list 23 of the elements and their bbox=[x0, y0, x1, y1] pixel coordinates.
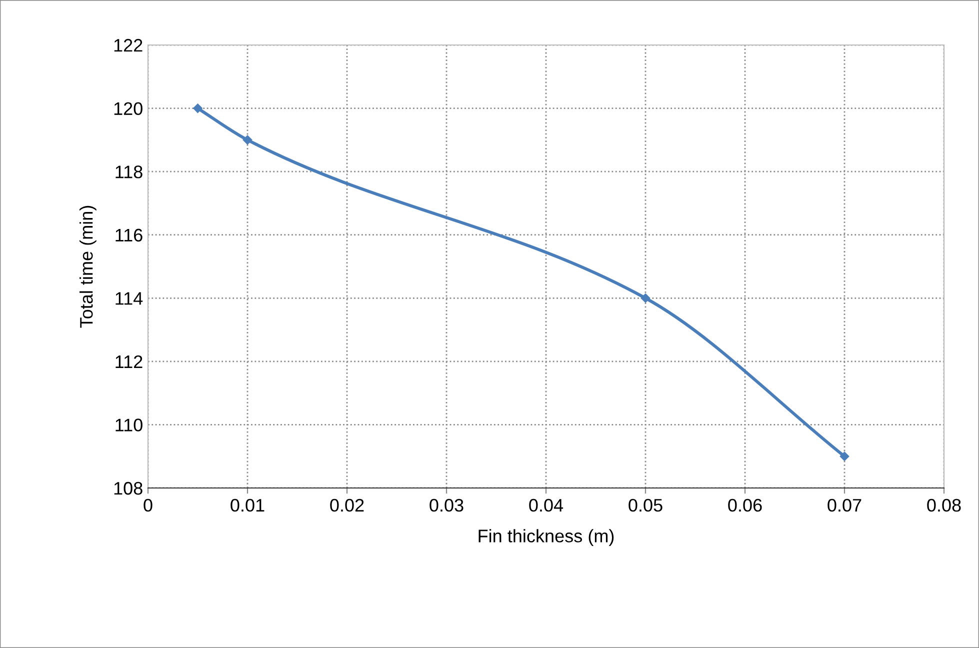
x-axis-title: Fin thickness (m) bbox=[478, 529, 614, 546]
y-tick-label: 116 bbox=[116, 228, 142, 242]
point bbox=[193, 104, 202, 113]
y-tick-label: 118 bbox=[116, 166, 142, 178]
x-tick-label: 0.02 bbox=[330, 498, 364, 512]
y-tick-label: 108 bbox=[114, 482, 142, 495]
x-tick-label: 0 bbox=[144, 498, 152, 512]
x-tick-label: 0.03 bbox=[430, 498, 464, 512]
x-tick-label: 0.05 bbox=[628, 498, 662, 512]
point bbox=[640, 294, 650, 303]
y-tick-label: 110 bbox=[116, 418, 142, 432]
y-tick-label: 114 bbox=[116, 292, 143, 305]
x-tick-label: 0.08 bbox=[927, 498, 961, 512]
point bbox=[242, 135, 252, 145]
x-tick-label: 0.01 bbox=[230, 498, 264, 512]
x-tick-label: 0.07 bbox=[828, 498, 862, 512]
y-axis-title: Total time (min) bbox=[80, 206, 96, 328]
y-tick-label: 120 bbox=[114, 102, 142, 116]
y-tick-label: 112 bbox=[116, 355, 142, 368]
y-tick-label: 122 bbox=[114, 38, 142, 52]
point bbox=[840, 452, 850, 461]
x-tick-label: 0.04 bbox=[529, 498, 564, 512]
x-tick-label: 0.06 bbox=[728, 498, 762, 512]
